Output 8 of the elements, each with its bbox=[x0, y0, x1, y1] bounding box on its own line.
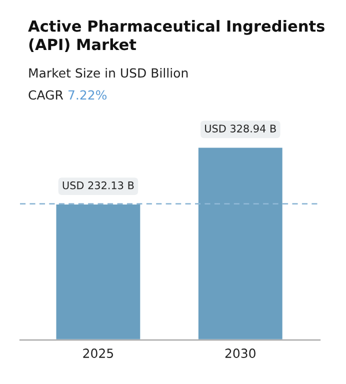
chart-subtitle: Market Size in USD Billion bbox=[29, 68, 188, 78]
chart-title: Active Pharmaceutical Ingredients (API) Market bbox=[28, 20, 324, 52]
x-tick-label: 2030 bbox=[225, 348, 256, 358]
x-tick-label: 2025 bbox=[83, 348, 114, 358]
data-label: USD 328.94 B bbox=[205, 124, 276, 132]
data-label: USD 232.13 B bbox=[62, 181, 134, 190]
text: 7.22% bbox=[68, 90, 107, 100]
text: CAGR bbox=[28, 90, 64, 100]
